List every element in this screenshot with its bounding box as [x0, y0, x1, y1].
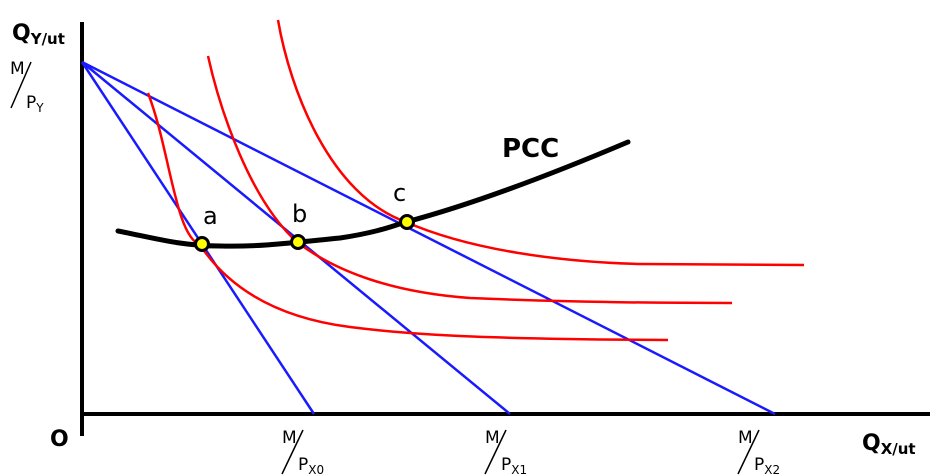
indifference-curves	[146, 19, 805, 342]
y-intercept-numerator: M	[10, 59, 25, 79]
indifference-curve-2	[276, 19, 805, 267]
point-a-label: a	[203, 202, 218, 230]
fraction-slash	[737, 429, 760, 475]
fraction-slash	[484, 429, 507, 475]
budget-lines	[80, 60, 776, 416]
origin-label: O	[50, 427, 69, 452]
point-b	[290, 234, 306, 250]
equilibrium-points	[194, 214, 415, 252]
fraction-slash	[281, 429, 304, 475]
indifference-curve-0	[146, 92, 669, 342]
x-intercept-1-numerator: M	[485, 428, 500, 448]
x-intercept-label-2: M PX2	[737, 428, 780, 476]
point-c	[399, 214, 415, 230]
x-intercept-1-denominator: PX1	[501, 455, 527, 476]
x-intercept-label-0: M PX0	[281, 428, 324, 476]
point-c-label: c	[393, 179, 406, 207]
y-axis-label: QY/ut	[12, 21, 65, 48]
fraction-slash	[10, 61, 32, 109]
x-axis-label: QX/ut	[862, 431, 916, 458]
y-intercept-label: M PY	[10, 59, 44, 115]
x-intercept-0-denominator: PX0	[298, 455, 324, 476]
y-intercept-denominator: PY	[26, 93, 44, 115]
point-a	[194, 236, 210, 252]
x-intercept-label-1: M PX1	[484, 428, 527, 476]
indifference-curve-1	[206, 55, 733, 305]
budget-line-2	[81, 60, 776, 416]
x-intercept-2-numerator: M	[738, 428, 753, 448]
pcc-label: PCC	[502, 134, 559, 164]
axes	[80, 22, 930, 436]
pcc-curve	[115, 139, 631, 249]
x-intercept-0-numerator: M	[282, 428, 297, 448]
point-b-label: b	[292, 200, 307, 228]
x-intercept-2-denominator: PX2	[754, 455, 780, 476]
